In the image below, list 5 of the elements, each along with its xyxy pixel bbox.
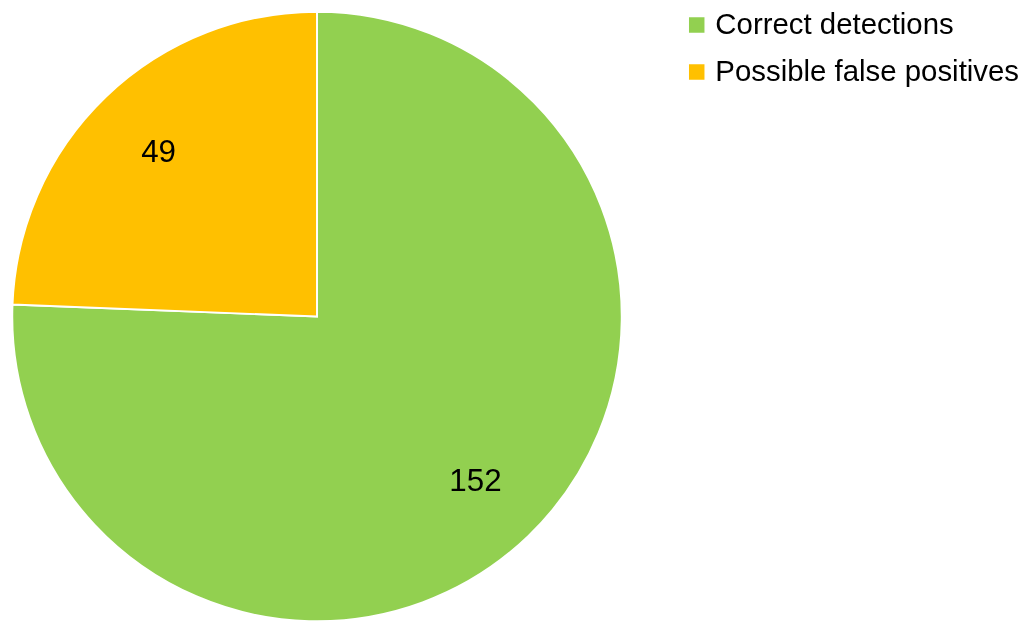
pie-slice <box>11 10 623 622</box>
legend-label: Possible false positives <box>715 53 1020 87</box>
data-label: 49 <box>141 133 177 169</box>
legend-label: Correct detections <box>715 6 954 40</box>
data-label: 152 <box>449 463 502 499</box>
